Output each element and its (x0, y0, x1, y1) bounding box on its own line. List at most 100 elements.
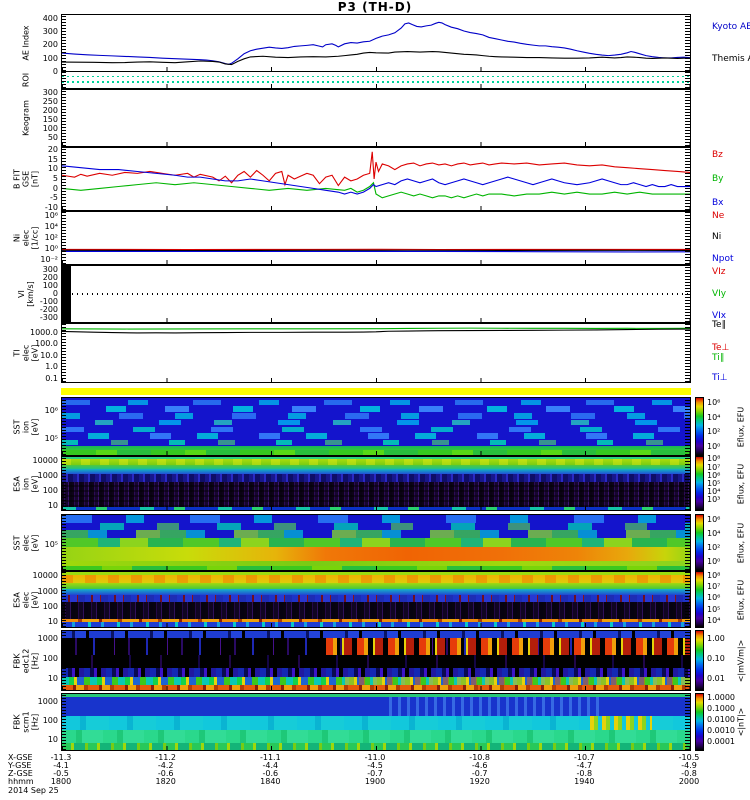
spectro-strip (62, 697, 690, 716)
legend-By: By (712, 174, 724, 184)
minor-ticks-left (62, 457, 66, 510)
colorbar-esa_ion (695, 456, 704, 511)
x-ticks (62, 686, 690, 690)
colorbar-tick: 0.0001 (707, 736, 735, 746)
panel-sst_ion (61, 397, 691, 456)
x-ticks (62, 566, 690, 570)
legend-VIy: VIy (712, 289, 727, 299)
x-ticks (62, 206, 690, 210)
xaxis-value: -4.7 (576, 761, 593, 770)
ytick-label: 10⁵ (44, 434, 58, 444)
spectro-strip (62, 81, 690, 83)
ytick-label: 10 (47, 617, 58, 627)
ytick-label: 1000 (37, 586, 58, 596)
spectro-strip (62, 538, 690, 547)
colorbar-tick: 10² (707, 543, 721, 553)
ytick-label: 10⁶ (44, 406, 58, 416)
panel-label-line: [Hz] (30, 652, 40, 669)
xaxis-value: -0.7 (367, 769, 383, 778)
ytick-label: 1000 (37, 470, 58, 480)
ytick-label: 10.0 (40, 350, 58, 360)
panel-label-line: [nT] (30, 170, 40, 188)
ytick-label: 10 (47, 164, 58, 174)
ytick-label: 150 (42, 115, 58, 125)
x-ticks (62, 84, 690, 88)
x-ticks (62, 378, 690, 382)
colorbar-tick: 10⁵ (707, 479, 721, 489)
spectro-strip (62, 595, 690, 603)
ytick-label: 300 (42, 265, 58, 275)
spectro-strip (62, 433, 690, 440)
minor-ticks-left (62, 212, 66, 264)
minor-ticks-left (62, 90, 66, 146)
panel-label-line: elec (21, 344, 31, 362)
legend-Npot: Npot (712, 253, 734, 264)
spectro-strip (344, 677, 690, 685)
xaxis-value: 1940 (574, 777, 595, 786)
spectro-strip (62, 469, 690, 475)
colorbar-tick: 10⁴ (707, 487, 721, 497)
panel-fbk_b (61, 693, 691, 751)
ytick-label: 0 (52, 289, 58, 298)
panel-label-line: FBK (12, 652, 22, 669)
xaxis-value: 1900 (364, 777, 386, 786)
spectro-strip (62, 464, 690, 470)
spectro-strip (388, 697, 603, 716)
colorbar-tick: 0.10 (707, 653, 725, 663)
colorbar-tick: 10⁶ (707, 470, 721, 480)
minor-ticks-right (685, 457, 690, 510)
ytick-label: 1000 (37, 634, 58, 644)
colorbar-fbk_b (695, 693, 704, 751)
ytick-label: 1.0 (45, 362, 58, 372)
x-ticks (62, 451, 690, 455)
colorbar-fbk_e (695, 630, 704, 691)
colorbar-unit: <|nT|> (736, 707, 746, 737)
series-svg-ni (62, 212, 690, 264)
colorbar-unit: Eflux, EFU (736, 406, 746, 447)
xaxis-value: -4.6 (471, 761, 488, 770)
xaxis-row-label: Z-GSE (8, 769, 33, 778)
legend-Bz: Bz (712, 149, 723, 160)
xaxis-row-label: X-GSE (8, 753, 33, 762)
ytick-label: 10 (47, 500, 58, 510)
series-svg-ae (62, 15, 690, 71)
colorbar-tick: 10⁰ (707, 442, 721, 452)
colorbar-tick: 10⁶ (707, 593, 721, 603)
ytick-label: -5 (50, 193, 58, 203)
panel-bfit (61, 147, 691, 211)
xaxis-value: -10.8 (469, 753, 491, 762)
spectro-strip (62, 631, 690, 639)
series-Bx (62, 166, 690, 194)
legend-Te∥: Te∥ (712, 320, 727, 331)
xaxis-value: -4.9 (681, 761, 697, 770)
spectro-strip (62, 561, 690, 567)
spectro-strip (62, 589, 690, 596)
colorbar-unit: <|mV/m|> (736, 639, 746, 682)
panel-label-line: elec (21, 229, 31, 247)
panel-label-line: TI (12, 349, 22, 357)
panel-label-line: [eV] (30, 418, 40, 435)
minor-ticks-left (62, 72, 66, 88)
xaxis-value: -0.8 (576, 769, 593, 778)
ytick-label: 100 (42, 281, 58, 291)
panel-esa_elec (61, 571, 691, 628)
colorbar-unit: Eflux, EFU (736, 579, 746, 620)
ytick-label: 100 (42, 485, 58, 495)
minor-ticks-left (62, 324, 66, 382)
panel-label-line: Keogram (21, 100, 31, 136)
xaxis-value: -4.2 (157, 761, 174, 770)
colorbar-tick: 10⁷ (707, 462, 721, 472)
series-Ti-par (62, 328, 690, 329)
minor-ticks-left (62, 572, 66, 627)
legend-Ne: Ne (712, 211, 725, 222)
spectro-strip (62, 405, 690, 412)
colorbar-tick: 10⁶ (707, 397, 721, 407)
panel-label-line: [1/cc] (30, 226, 40, 250)
xaxis-value: -11.0 (364, 753, 386, 762)
colorbar-tick: 1.0000 (707, 692, 735, 702)
xaxis-row-label: hhmm (8, 777, 34, 786)
minor-ticks-right (685, 515, 690, 570)
panel-label-line: [eV] (30, 475, 40, 492)
colorbar-tick: 10⁵ (707, 604, 721, 614)
panel-label-roi: ROI (22, 73, 31, 87)
